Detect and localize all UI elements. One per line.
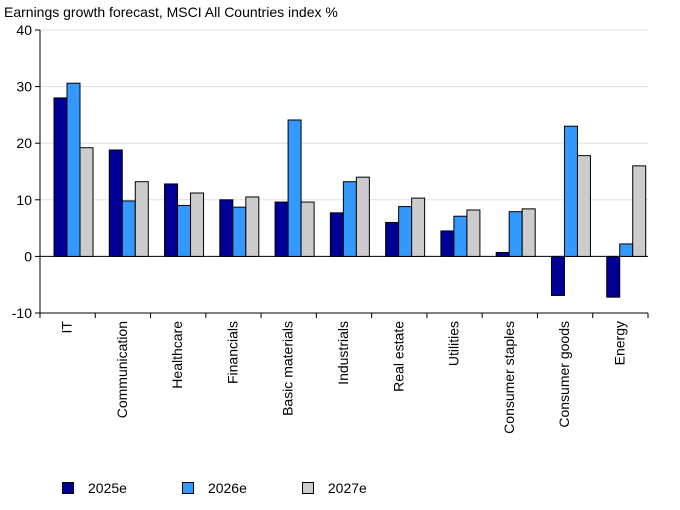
legend-swatch [301, 482, 314, 494]
legend-item-2027e: 2027e [301, 480, 367, 496]
x-tick-label: Healthcare [169, 321, 185, 389]
y-tick-label: 20 [16, 135, 32, 151]
x-tick-label: Industrials [335, 321, 351, 385]
bar-2027e-industrials [355, 176, 370, 257]
legend-swatch [181, 482, 194, 494]
bar-2027e-financials [245, 196, 260, 257]
bar-2027e-basic-materials [300, 201, 315, 257]
bar-2025e-utilities [440, 230, 455, 257]
bar-2025e-financials [219, 199, 234, 257]
y-tick-label: 0 [24, 248, 32, 264]
legend-swatch [62, 482, 74, 494]
legend-label: 2026e [207, 480, 247, 496]
bars [53, 82, 647, 298]
bar-2025e-consumer-staples [495, 251, 510, 257]
axes [35, 29, 649, 318]
x-tick-label: Utilities [446, 321, 462, 366]
legend-label: 2027e [327, 480, 367, 496]
bar-2026e-utilities [453, 215, 468, 257]
bar-2027e-real-estate [411, 197, 426, 257]
legend-label: 2025e [88, 480, 127, 496]
x-tick-label: Real estate [390, 321, 406, 392]
x-tick-label: Consumer staples [501, 321, 517, 434]
legend: 2025e 2026e 2027e [62, 480, 422, 496]
x-tick-label: Basic materials [280, 321, 296, 416]
x-tick-label: Financials [224, 321, 240, 384]
bar-2027e-consumer-goods [576, 155, 591, 257]
bar-2027e-energy [632, 165, 647, 257]
chart-title: Earnings growth forecast, MSCI All Count… [4, 4, 338, 20]
bar-2025e-consumer-goods [550, 255, 565, 296]
y-tick-label: 30 [16, 79, 32, 95]
bar-2025e-industrials [329, 212, 344, 257]
y-tick-label: -10 [12, 305, 32, 321]
x-tick-label: Communication [114, 321, 130, 418]
bar-2027e-utilities [466, 209, 481, 257]
bar-2026e-basic-materials [287, 119, 302, 257]
bar-2027e-communication [134, 181, 149, 257]
bar-2026e-it [66, 82, 81, 257]
bar-2026e-consumer-staples [508, 211, 523, 257]
y-tick-label: 10 [16, 192, 32, 208]
bar-2027e-healthcare [190, 192, 205, 257]
x-tick-label: Energy [611, 321, 627, 365]
bar-chart: -10 0 10 20 30 40 IT Communication Healthcare Fin… [12, 22, 649, 434]
bar-2025e-basic-materials [274, 201, 289, 257]
bar-2026e-energy [619, 243, 634, 257]
bar-2025e-it [53, 97, 68, 257]
bar-2025e-real-estate [385, 221, 400, 257]
bar-2026e-industrials [342, 181, 357, 257]
bar-2025e-healthcare [164, 183, 179, 257]
legend-item-2026e: 2026e [181, 480, 247, 496]
y-tick-label: 40 [16, 22, 32, 38]
bar-2027e-consumer-staples [521, 208, 536, 257]
x-tick-label: IT [59, 321, 75, 334]
tick-labels: -10 0 10 20 30 40 IT Communication Healthcare Fin… [12, 22, 628, 434]
bar-2026e-consumer-goods [563, 125, 578, 257]
bar-2026e-healthcare [177, 204, 192, 257]
bar-2026e-real-estate [398, 206, 413, 257]
x-tick-label: Consumer goods [556, 321, 572, 428]
legend-item-2025e: 2025e [62, 480, 127, 496]
bar-2025e-energy [606, 255, 621, 298]
bar-2027e-it [79, 147, 94, 257]
bar-2026e-financials [232, 206, 247, 257]
bar-2025e-communication [108, 149, 123, 257]
bar-2026e-communication [121, 200, 136, 257]
